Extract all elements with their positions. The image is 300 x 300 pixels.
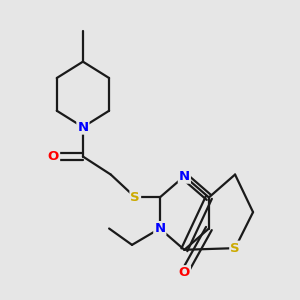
Text: O: O [48, 150, 59, 163]
Text: N: N [77, 121, 88, 134]
Text: S: S [130, 191, 140, 204]
Text: S: S [230, 242, 240, 255]
Text: N: N [154, 222, 165, 235]
Text: O: O [179, 266, 190, 279]
Text: N: N [179, 170, 190, 183]
